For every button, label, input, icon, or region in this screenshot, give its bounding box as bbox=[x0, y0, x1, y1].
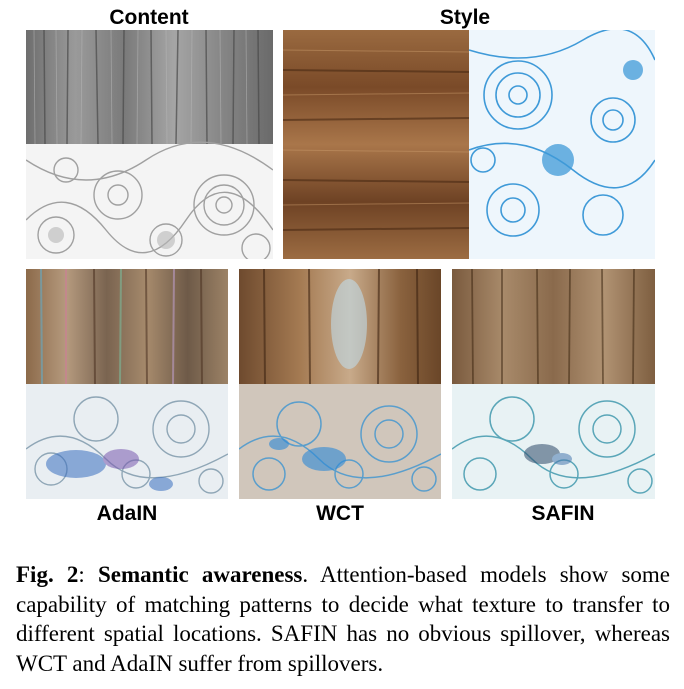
content-image bbox=[26, 30, 273, 259]
caption-text: . Attention-based models show some capab… bbox=[16, 562, 671, 676]
label-content: Content bbox=[109, 6, 189, 29]
label-wct: WCT bbox=[316, 502, 364, 525]
label-style: Style bbox=[439, 6, 491, 29]
caption-fig-number: Fig. 2 bbox=[16, 562, 79, 587]
caption-separator: : bbox=[78, 562, 98, 587]
label-safin: SAFIN bbox=[531, 502, 595, 525]
figure-caption: Fig. 2: Semantic awareness. Attention-ba… bbox=[16, 560, 670, 678]
label-adain: AdaIN bbox=[96, 502, 158, 525]
adain-result-image bbox=[26, 269, 228, 499]
style-image bbox=[283, 30, 655, 259]
wct-result-image bbox=[239, 269, 441, 499]
caption-title: Semantic awareness bbox=[97, 562, 303, 587]
safin-result-image bbox=[452, 269, 655, 499]
